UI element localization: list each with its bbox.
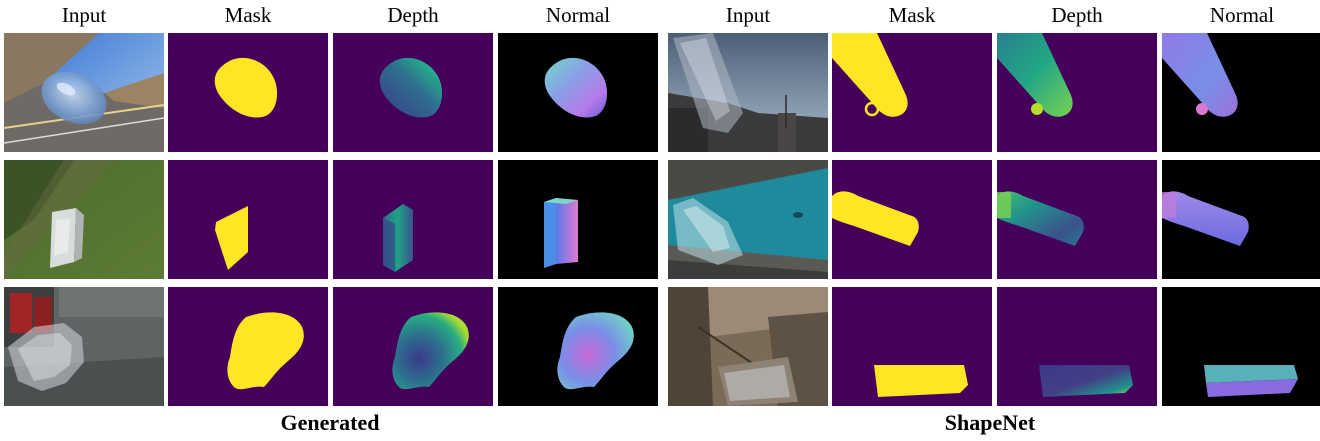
mask-image-road-glass-blob: [168, 33, 328, 152]
column-header-mask-shapenet: Mask: [888, 3, 936, 27]
normal-image-interior-glass-box: [1162, 287, 1320, 406]
column-header-mask-generated: Mask: [224, 3, 272, 27]
input-image-interior-glass-box: [668, 287, 828, 406]
depth-image-garage-crystal: [333, 287, 493, 406]
caption-generated: Generated: [280, 410, 380, 435]
column-header-depth-generated: Depth: [387, 3, 439, 27]
normal-image-city-glass-bottle: [1162, 33, 1320, 152]
normal-image-garage-crystal: [498, 287, 658, 406]
normal-image-grass-glass-block: [498, 160, 658, 279]
column-header-input-generated: Input: [61, 3, 107, 27]
mask-image-pool-glass-bottle: [832, 160, 992, 279]
depth-image-interior-glass-box: [997, 287, 1157, 406]
normal-image-road-glass-blob: [498, 33, 658, 152]
caption-shapenet: ShapeNet: [944, 410, 1036, 435]
mask-image-city-glass-bottle: [832, 33, 992, 152]
column-header-depth-shapenet: Depth: [1051, 3, 1103, 27]
depth-image-road-glass-blob: [333, 33, 493, 152]
depth-image-grass-glass-block: [333, 160, 493, 279]
column-header-input-shapenet: Input: [725, 3, 771, 27]
mask-image-grass-glass-block: [168, 160, 328, 279]
input-image-garage-crystal: [4, 287, 164, 406]
input-image-pool-glass-bottle: [668, 160, 828, 279]
normal-image-pool-glass-bottle: [1162, 160, 1320, 279]
mask-image-garage-crystal: [168, 287, 328, 406]
depth-image-city-glass-bottle: [997, 33, 1157, 152]
column-header-normal-generated: Normal: [545, 3, 611, 27]
input-image-road-glass-blob: [4, 33, 164, 152]
input-image-city-glass-bottle: [668, 33, 828, 152]
column-header-normal-shapenet: Normal: [1209, 3, 1275, 27]
mask-image-interior-glass-box: [832, 287, 992, 406]
input-image-grass-glass-block: [4, 160, 164, 279]
depth-image-pool-glass-bottle: [997, 160, 1157, 279]
